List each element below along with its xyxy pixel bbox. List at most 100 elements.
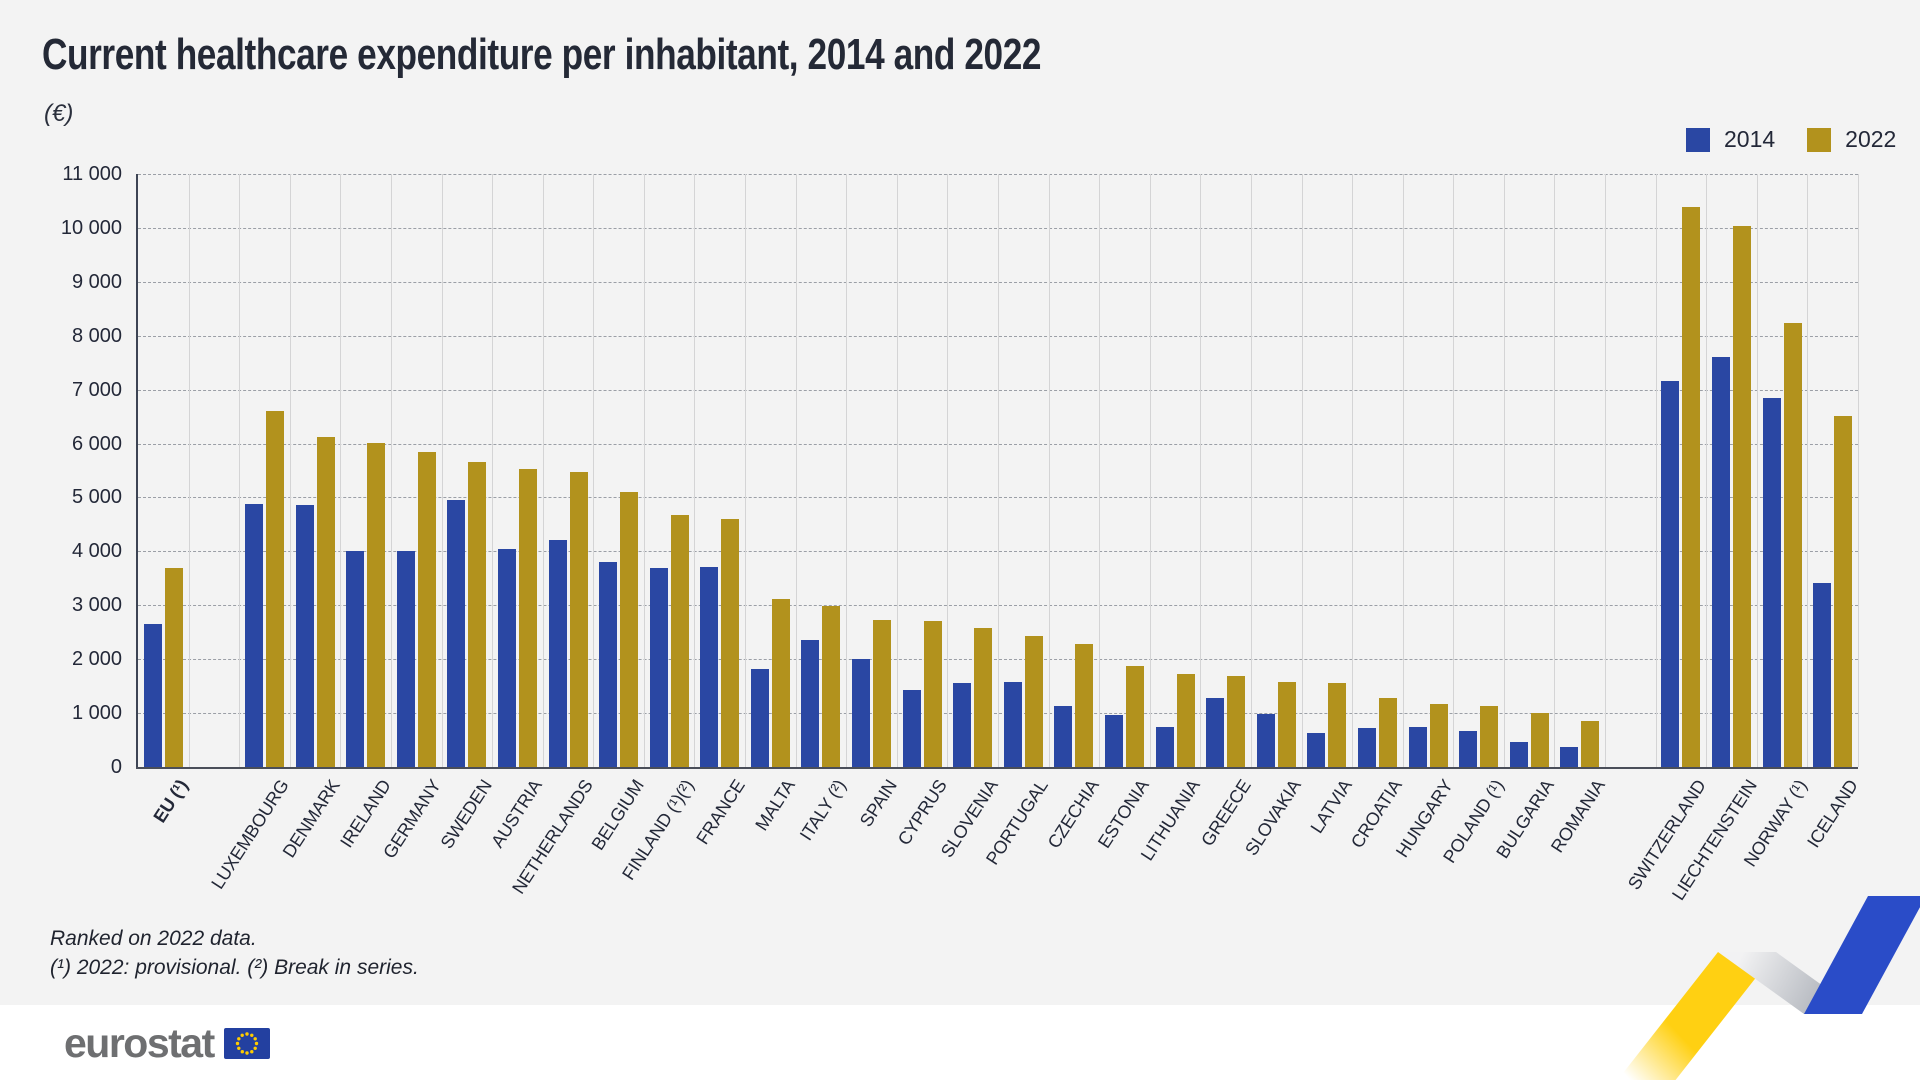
bar-2014-CROATIA xyxy=(1357,728,1376,767)
footnote-line-2: (¹) 2022: provisional. (²) Break in seri… xyxy=(50,956,419,979)
y-tick-label: 2 000 xyxy=(71,648,122,671)
bar-2022-LATVIA xyxy=(1328,682,1347,767)
gridline-vertical xyxy=(1301,174,1303,767)
gridline-vertical xyxy=(1250,174,1252,767)
y-tick-label: 3 000 xyxy=(71,594,122,617)
gridline-vertical xyxy=(593,174,595,767)
legend-swatch-2022 xyxy=(1807,127,1832,152)
ribbon-blue-stripe xyxy=(1804,896,1920,1014)
bar-2022-IRELAND xyxy=(367,442,386,767)
bar-2022-ITALY (²) xyxy=(822,606,841,767)
bar-2022-ROMANIA xyxy=(1581,721,1600,767)
bar-2014-CZECHIA xyxy=(1054,705,1073,767)
bar-2022-LIECHTENSTEIN xyxy=(1733,226,1752,767)
legend: 2014 2022 xyxy=(1686,126,1914,153)
bar-2022-SLOVENIA xyxy=(974,627,993,767)
bar-2022-MALTA xyxy=(771,598,790,767)
y-tick-label: 8 000 xyxy=(71,324,122,347)
bar-2014-GERMANY xyxy=(396,551,415,767)
chart-title: Current healthcare expenditure per inhab… xyxy=(42,30,1042,79)
gridline-vertical xyxy=(390,174,392,767)
y-tick-label: 0 xyxy=(110,756,122,778)
gridline-vertical xyxy=(340,174,342,767)
gridline-vertical xyxy=(1048,174,1050,767)
bar-2022-SWEDEN xyxy=(468,462,487,767)
bar-2014-ROMANIA xyxy=(1560,747,1579,767)
gridline-vertical xyxy=(1858,174,1859,767)
bar-2022-SPAIN xyxy=(873,620,892,767)
gridline-vertical xyxy=(1099,174,1101,767)
bar-2022-ICELAND xyxy=(1834,416,1853,767)
bar-2014-POLAND (¹) xyxy=(1459,730,1478,767)
bar-2022-PORTUGAL xyxy=(1024,636,1043,767)
bar-2014-ESTONIA xyxy=(1104,714,1123,767)
gridline-vertical xyxy=(795,174,797,767)
footnotes: Ranked on 2022 data. (¹) 2022: provision… xyxy=(50,924,419,982)
legend-label-2014: 2014 xyxy=(1724,126,1776,152)
gridline-vertical xyxy=(1554,174,1556,767)
bar-2014-SWITZERLAND xyxy=(1661,380,1680,767)
bar-2014-AUSTRIA xyxy=(497,549,516,767)
bar-2022-GERMANY xyxy=(417,452,436,767)
gridline-vertical xyxy=(1503,174,1505,767)
bar-2022-AUSTRIA xyxy=(518,468,537,767)
bar-2014-MALTA xyxy=(750,668,769,767)
bar-2022-HUNGARY xyxy=(1429,703,1448,767)
x-tick-label: ICELAND xyxy=(1802,776,1862,852)
gridline-vertical xyxy=(745,174,747,767)
footnote-line-1: Ranked on 2022 data. xyxy=(50,927,257,950)
gridline-vertical xyxy=(289,174,291,767)
bar-2014-ICELAND xyxy=(1813,582,1832,767)
y-tick-label: 6 000 xyxy=(71,432,122,455)
eurostat-logo-text: eurostat xyxy=(64,1020,215,1066)
gridline-vertical xyxy=(1655,174,1657,767)
bar-2022-GREECE xyxy=(1227,676,1246,767)
x-tick-label: EU (¹) xyxy=(149,776,193,827)
x-tick-label: MALTA xyxy=(751,776,800,835)
bar-2022-EU (¹) xyxy=(164,568,183,767)
gridline-vertical xyxy=(1200,174,1202,767)
gridline-vertical xyxy=(896,174,898,767)
bar-2014-IRELAND xyxy=(346,551,365,767)
x-tick-label: SPAIN xyxy=(855,776,901,831)
gridline-vertical xyxy=(1149,174,1151,767)
gridline-vertical xyxy=(239,174,241,767)
gridline-vertical xyxy=(188,174,190,767)
gridline-vertical xyxy=(492,174,494,767)
bar-2022-SWITZERLAND xyxy=(1682,207,1701,767)
bar-2022-CYPRUS xyxy=(923,621,942,767)
gridline-vertical xyxy=(1706,174,1708,767)
bar-2022-FRANCE xyxy=(721,519,740,767)
y-tick-label: 5 000 xyxy=(71,486,122,509)
bar-2022-CZECHIA xyxy=(1075,644,1094,767)
bar-2014-FRANCE xyxy=(700,566,719,767)
bar-2014-BELGIUM xyxy=(599,561,618,767)
bar-2014-LATVIA xyxy=(1307,732,1326,767)
bar-2014-HUNGARY xyxy=(1408,726,1427,767)
bar-2022-DENMARK xyxy=(316,437,335,767)
bar-2014-NORWAY (¹) xyxy=(1762,397,1781,767)
eurostat-logo: eurostat xyxy=(64,1020,270,1067)
unit-label: (€) xyxy=(44,100,74,127)
bar-2022-BULGARIA xyxy=(1530,713,1549,767)
bar-2022-FINLAND (¹)(²) xyxy=(670,515,689,767)
x-tick-label: FRANCE xyxy=(692,776,749,848)
bar-2022-LUXEMBOURG xyxy=(265,411,284,767)
bar-2014-SPAIN xyxy=(852,659,871,767)
gridline-vertical xyxy=(1756,174,1758,767)
bar-2022-CROATIA xyxy=(1378,698,1397,767)
bar-2014-BULGARIA xyxy=(1509,742,1528,767)
bar-2014-EU (¹) xyxy=(143,623,162,767)
gridline-vertical xyxy=(1352,174,1354,767)
bar-2014-SLOVENIA xyxy=(953,683,972,767)
bar-2014-FINLAND (¹)(²) xyxy=(649,567,668,767)
bar-2014-LUXEMBOURG xyxy=(244,503,263,767)
y-tick-label: 9 000 xyxy=(71,270,122,293)
bar-2014-SWEDEN xyxy=(447,500,466,767)
bar-2022-NETHERLANDS xyxy=(569,471,588,767)
legend-label-2022: 2022 xyxy=(1845,126,1897,152)
bar-2022-POLAND (¹) xyxy=(1480,705,1499,767)
legend-swatch-2014 xyxy=(1686,127,1710,152)
x-tick-label: ITALY (²) xyxy=(795,776,850,845)
eu-flag-icon xyxy=(223,1028,270,1059)
